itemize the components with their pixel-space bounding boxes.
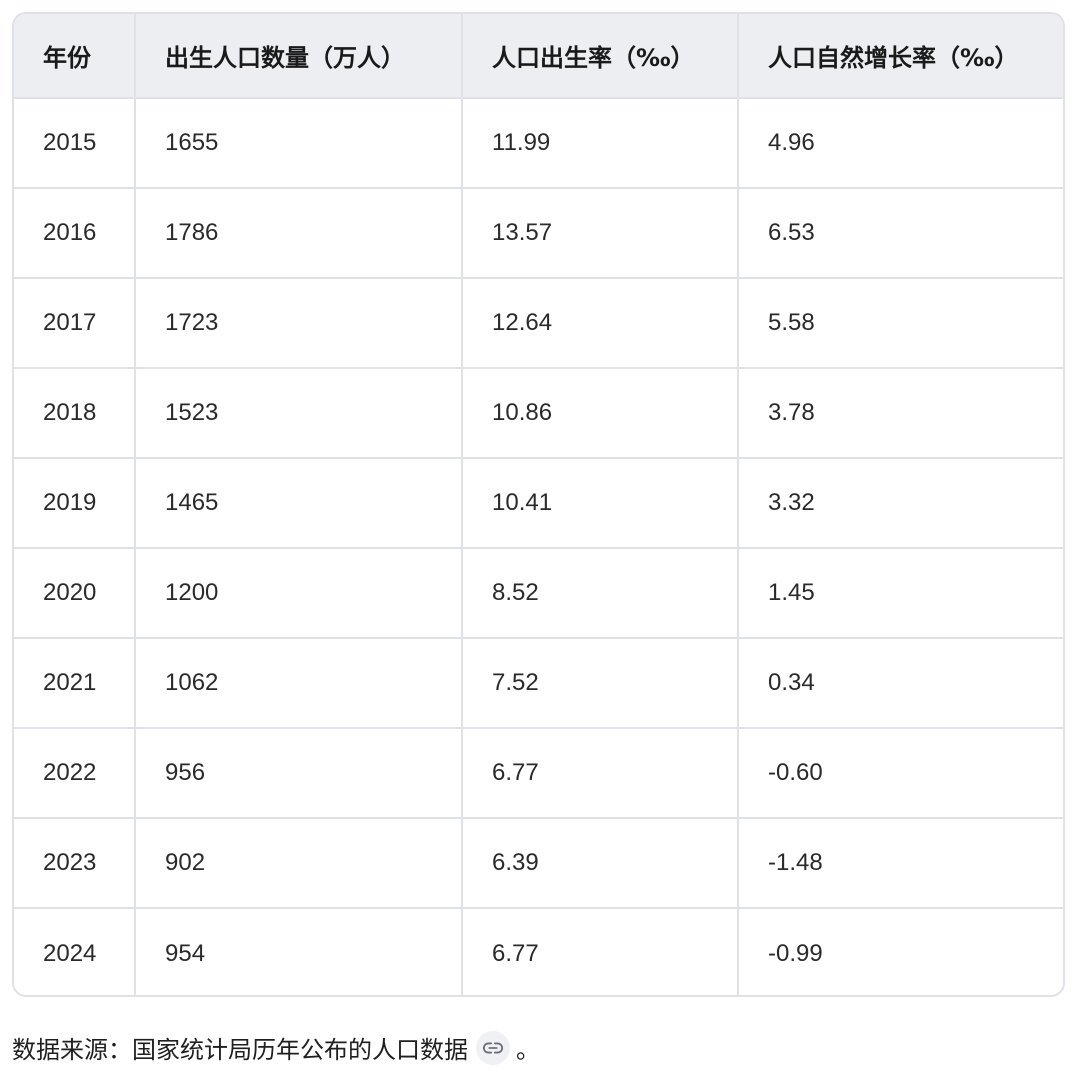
cell-births: 1062 [135, 638, 463, 729]
cell-births: 956 [135, 728, 463, 819]
cell-year: 2022 [14, 728, 136, 819]
source-text: 数据来源：国家统计局历年公布的人口数据 [12, 1036, 468, 1064]
table-row: 2021 1062 7.52 0.34 [14, 638, 1063, 729]
table-row: 2023 902 6.39 -1.48 [14, 818, 1063, 909]
table-header-row: 年份 出生人口数量（万人） 人口出生率（‰） 人口自然增长率（‰） [14, 14, 1063, 99]
cell-year: 2015 [14, 98, 136, 189]
cell-births: 1465 [135, 458, 463, 549]
population-table: 年份 出生人口数量（万人） 人口出生率（‰） 人口自然增长率（‰） 2015 1… [14, 14, 1063, 995]
cell-birth-rate: 10.41 [462, 458, 739, 549]
cell-birth-rate: 11.99 [462, 98, 739, 189]
cell-natural-growth-rate: 3.32 [738, 458, 1063, 549]
cell-births: 1786 [135, 188, 463, 279]
cell-births: 1523 [135, 368, 463, 459]
header-birth-rate: 人口出生率（‰） [462, 14, 739, 99]
table-row: 2018 1523 10.86 3.78 [14, 368, 1063, 459]
cell-birth-rate: 7.52 [462, 638, 739, 729]
cell-natural-growth-rate: 0.34 [738, 638, 1063, 729]
source-link-button[interactable] [476, 1030, 510, 1065]
cell-birth-rate: 6.77 [462, 908, 739, 995]
cell-birth-rate: 8.52 [462, 548, 739, 639]
cell-natural-growth-rate: -0.99 [768, 939, 823, 967]
cell-birth-rate: 6.77 [462, 728, 739, 819]
header-births: 出生人口数量（万人） [135, 14, 463, 99]
cell-year: 2020 [14, 548, 136, 639]
data-table-container: 年份 出生人口数量（万人） 人口出生率（‰） 人口自然增长率（‰） 2015 1… [12, 12, 1065, 997]
table-row: 2019 1465 10.41 3.32 [14, 458, 1063, 549]
cell-births: 1655 [135, 98, 463, 189]
cell-natural-growth-rate: 3.78 [738, 368, 1063, 459]
cell-births: 1200 [135, 548, 463, 639]
cell-natural-growth-rate: -0.60 [738, 728, 1063, 819]
cell-natural-growth-rate: -1.48 [738, 818, 1063, 909]
cell-births: 954 [135, 908, 463, 995]
cell-birth-rate: 6.39 [462, 818, 739, 909]
header-year: 年份 [14, 14, 136, 99]
cell-natural-growth-rate: 4.96 [738, 98, 1063, 189]
cell-birth-rate: 12.64 [462, 278, 739, 369]
header-natural-growth-rate: 人口自然增长率（‰） [738, 14, 1063, 99]
table-row: 2015 1655 11.99 4.96 [14, 98, 1063, 189]
cell-birth-rate: 13.57 [462, 188, 739, 279]
table-row: 2024 954 6.77 -0.99 [14, 908, 1063, 995]
table-row: 2016 1786 13.57 6.53 [14, 188, 1063, 279]
source-end-punct: 。 [516, 1036, 540, 1064]
cell-natural-growth-rate: 1.45 [738, 548, 1063, 639]
cell-natural-growth-rate: 5.58 [738, 278, 1063, 369]
table-row: 2020 1200 8.52 1.45 [14, 548, 1063, 639]
cell-year: 2018 [14, 368, 136, 459]
source-note: 数据来源：国家统计局历年公布的人口数据 。 [12, 1030, 540, 1065]
link-icon [482, 1042, 504, 1053]
cell-year: 2024 [14, 908, 136, 995]
cell-year: 2016 [14, 188, 136, 279]
cell-year: 2019 [14, 458, 136, 549]
cell-year: 2023 [14, 818, 136, 909]
cell-birth-rate: 10.86 [462, 368, 739, 459]
cell-year: 2017 [14, 278, 136, 369]
cell-natural-growth-rate: 6.53 [738, 188, 1063, 279]
cell-births: 902 [135, 818, 463, 909]
cell-year: 2021 [14, 638, 136, 729]
table-row: 2022 956 6.77 -0.60 [14, 728, 1063, 819]
cell-births: 1723 [135, 278, 463, 369]
table-row: 2017 1723 12.64 5.58 [14, 278, 1063, 369]
